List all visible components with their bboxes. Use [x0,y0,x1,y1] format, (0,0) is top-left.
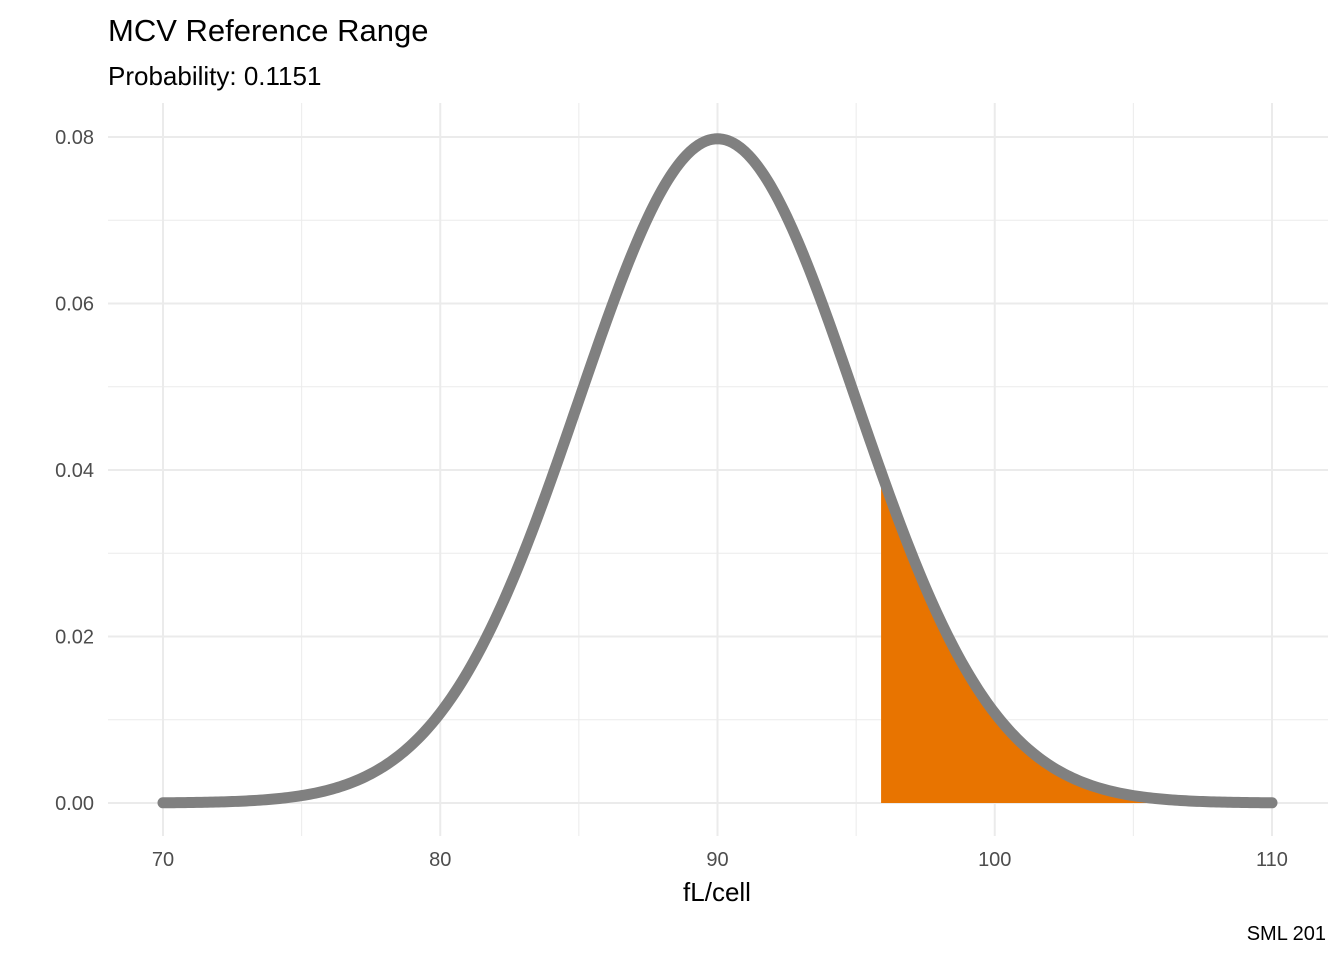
chart-subtitle: Probability: 0.1151 [108,61,321,91]
x-axis-ticks: 70 80 90 100 110 [152,849,1288,871]
y-tick-label: 0.00 [55,793,94,815]
shaded-tail-area [881,471,1272,803]
x-tick-label: 90 [706,849,728,871]
x-tick-label: 70 [152,849,174,871]
x-tick-label: 80 [429,849,451,871]
y-tick-label: 0.08 [55,127,94,149]
y-tick-label: 0.04 [55,460,94,482]
caption: SML 201 [1247,923,1326,945]
x-axis-label: fL/cell [683,877,751,907]
y-tick-label: 0.02 [55,627,94,649]
y-tick-label: 0.06 [55,294,94,316]
chart-title: MCV Reference Range [108,13,429,48]
grid [108,103,1328,836]
x-tick-label: 110 [1256,849,1288,871]
density-curve [157,133,1278,809]
x-tick-label: 100 [978,849,1011,871]
y-axis-ticks: 0.00 0.02 0.04 0.06 0.08 [55,127,94,815]
